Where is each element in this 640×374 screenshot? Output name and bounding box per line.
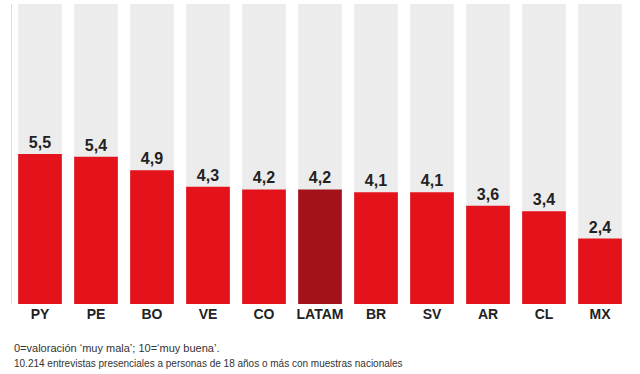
svg-text:AR: AR xyxy=(478,306,498,322)
svg-text:4,1: 4,1 xyxy=(365,172,387,189)
svg-text:4,3: 4,3 xyxy=(197,167,219,184)
svg-text:3,6: 3,6 xyxy=(477,186,499,203)
svg-text:MX: MX xyxy=(590,306,612,322)
svg-text:4,9: 4,9 xyxy=(141,150,163,167)
svg-text:10.214 entrevistas presenciale: 10.214 entrevistas presenciales a person… xyxy=(14,358,403,369)
svg-text:5,5: 5,5 xyxy=(29,134,51,151)
svg-text:LATAM: LATAM xyxy=(297,306,344,322)
svg-text:CO: CO xyxy=(254,306,275,322)
svg-text:VE: VE xyxy=(199,306,218,322)
svg-text:3,4: 3,4 xyxy=(533,191,555,208)
svg-text:2,4: 2,4 xyxy=(589,219,611,236)
svg-text:BR: BR xyxy=(366,306,386,322)
svg-text:BO: BO xyxy=(142,306,163,322)
svg-text:5,4: 5,4 xyxy=(85,137,107,154)
svg-text:PY: PY xyxy=(31,306,50,322)
svg-text:4,2: 4,2 xyxy=(309,169,331,186)
svg-text:4,1: 4,1 xyxy=(421,172,443,189)
svg-text:PE: PE xyxy=(87,306,106,322)
svg-text:CL: CL xyxy=(535,306,554,322)
svg-text:0=valoración ‘muy mala’; 10=‘m: 0=valoración ‘muy mala’; 10=‘muy buena’. xyxy=(14,342,219,354)
svg-text:4,2: 4,2 xyxy=(253,169,275,186)
svg-text:SV: SV xyxy=(423,306,442,322)
